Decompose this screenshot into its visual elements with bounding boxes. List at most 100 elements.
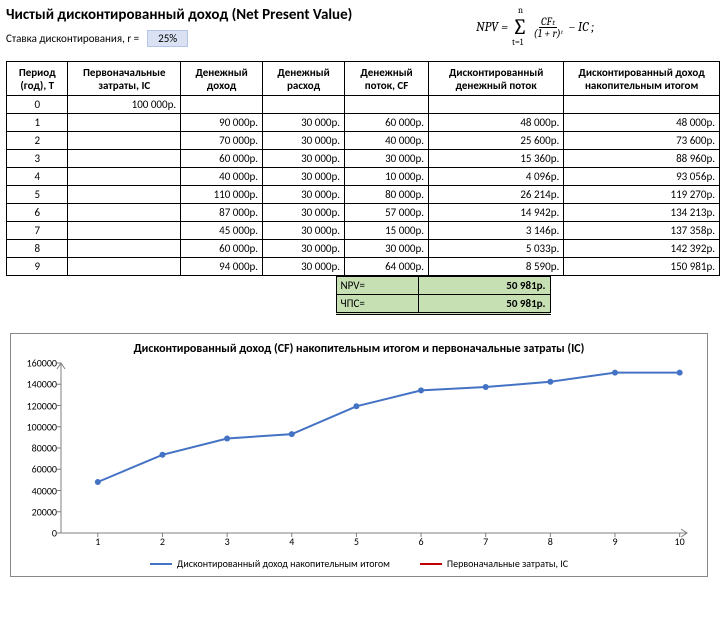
- x-tick-label: 2: [160, 535, 165, 548]
- y-tick-label: 100000: [27, 420, 57, 433]
- table-cell[interactable]: 4: [7, 168, 68, 186]
- table-cell[interactable]: 1: [7, 114, 68, 132]
- table-cell[interactable]: 30 000р.: [263, 150, 345, 168]
- table-cell[interactable]: 30 000р.: [263, 222, 345, 240]
- table-cell[interactable]: 73 600р.: [564, 132, 720, 150]
- table-cell[interactable]: [68, 240, 181, 258]
- table-row[interactable]: 2 70 000р.30 000р.40 000р.25 600р.73 600р…: [7, 132, 720, 150]
- table-cell[interactable]: 137 358р.: [564, 222, 720, 240]
- table-cell[interactable]: 15 360р.: [429, 150, 564, 168]
- table-cell[interactable]: 8 590р.: [429, 258, 564, 276]
- table-cell[interactable]: 134 213р.: [564, 204, 720, 222]
- table-cell[interactable]: 25 600р.: [429, 132, 564, 150]
- table-cell[interactable]: 142 392р.: [564, 240, 720, 258]
- table-cell[interactable]: 40 000р.: [345, 132, 429, 150]
- table-cell[interactable]: 94 000р.: [181, 258, 263, 276]
- y-tick-label: 80000: [32, 442, 57, 455]
- table-cell[interactable]: 7: [7, 222, 68, 240]
- table-row[interactable]: 6 87 000р.30 000р.57 000р.14 942р.134 213…: [7, 204, 720, 222]
- table-cell[interactable]: [429, 96, 564, 114]
- table-cell[interactable]: 30 000р.: [263, 114, 345, 132]
- table-cell[interactable]: 26 214р.: [429, 186, 564, 204]
- table-cell[interactable]: 150 981р.: [564, 258, 720, 276]
- table-row[interactable]: 190 000р.30 000р.60 000р.48 000р.48 000р…: [7, 114, 720, 132]
- table-cell[interactable]: [68, 222, 181, 240]
- table-cell[interactable]: 3 146р.: [429, 222, 564, 240]
- table-row[interactable]: 4 40 000р.30 000р.10 000р.4 096р.93 056р.: [7, 168, 720, 186]
- table-cell[interactable]: 5 033р.: [429, 240, 564, 258]
- table-cell[interactable]: [68, 150, 181, 168]
- table-row[interactable]: 5 110 000р.30 000р.80 000р.26 214р.119 27…: [7, 186, 720, 204]
- table-cell[interactable]: 10 000р.: [345, 168, 429, 186]
- col-header: Дисконтированный денежный поток: [429, 62, 564, 96]
- table-cell[interactable]: [68, 258, 181, 276]
- table-cell[interactable]: 100 000р.: [68, 96, 181, 114]
- table-cell[interactable]: 48 000р.: [429, 114, 564, 132]
- table-cell[interactable]: 88 960р.: [564, 150, 720, 168]
- table-cell[interactable]: 57 000р.: [345, 204, 429, 222]
- table-cell[interactable]: 45 000р.: [181, 222, 263, 240]
- table-cell[interactable]: 80 000р.: [345, 186, 429, 204]
- table-cell[interactable]: 70 000р.: [181, 132, 263, 150]
- table-row[interactable]: 360 000р.30 000р.30 000р.15 360р.88 960р…: [7, 150, 720, 168]
- table-row[interactable]: 7 45 000р.30 000р.15 000р.3 146р.137 358р…: [7, 222, 720, 240]
- table-cell[interactable]: 119 270р.: [564, 186, 720, 204]
- table-cell[interactable]: 2: [7, 132, 68, 150]
- table-cell[interactable]: 60 000р.: [345, 114, 429, 132]
- table-row[interactable]: 9 94 000р.30 000р.64 000р.8 590р.150 981р…: [7, 258, 720, 276]
- table-cell[interactable]: [263, 96, 345, 114]
- chart-marker: [418, 387, 424, 393]
- table-cell[interactable]: 4 096р.: [429, 168, 564, 186]
- table-row[interactable]: 0100 000р.: [7, 96, 720, 114]
- table-cell[interactable]: 87 000р.: [181, 204, 263, 222]
- summary-value: 50 981р.: [418, 295, 550, 314]
- table-cell[interactable]: [564, 96, 720, 114]
- summary-table: NPV=50 981р.ЧПС=50 981р.: [6, 276, 702, 315]
- npv-formula: NPV = ∑nt=1 CFₜ(1 + r)ᵗ − IC ;: [476, 14, 594, 40]
- table-cell[interactable]: 30 000р.: [263, 132, 345, 150]
- chart-marker: [483, 384, 489, 390]
- table-cell[interactable]: 30 000р.: [345, 150, 429, 168]
- table-cell[interactable]: 93 056р.: [564, 168, 720, 186]
- table-cell[interactable]: 30 000р.: [263, 168, 345, 186]
- x-tick-label: 7: [483, 535, 488, 548]
- table-cell[interactable]: 9: [7, 258, 68, 276]
- table-cell[interactable]: 3: [7, 150, 68, 168]
- table-cell[interactable]: 14 942р.: [429, 204, 564, 222]
- table-cell[interactable]: [345, 96, 429, 114]
- table-cell[interactable]: [68, 204, 181, 222]
- table-cell[interactable]: 30 000р.: [263, 204, 345, 222]
- table-cell[interactable]: 5: [7, 186, 68, 204]
- chart-title: Дисконтированный доход (CF) накопительны…: [21, 342, 697, 357]
- table-cell[interactable]: 30 000р.: [345, 240, 429, 258]
- table-cell[interactable]: 110 000р.: [181, 186, 263, 204]
- table-cell[interactable]: [68, 114, 181, 132]
- y-tick-label: 160000: [27, 357, 57, 370]
- table-cell[interactable]: [181, 96, 263, 114]
- table-cell[interactable]: [68, 168, 181, 186]
- table-cell[interactable]: [68, 132, 181, 150]
- table-cell[interactable]: 48 000р.: [564, 114, 720, 132]
- table-cell[interactable]: [68, 186, 181, 204]
- table-cell[interactable]: 6: [7, 204, 68, 222]
- col-header: Период (год), T: [7, 62, 68, 96]
- table-row[interactable]: 860 000р.30 000р.30 000р.5 033р.142 392р…: [7, 240, 720, 258]
- rate-value[interactable]: 25%: [147, 30, 188, 47]
- x-tick-label: 3: [225, 535, 230, 548]
- col-header: Денежный расход: [263, 62, 345, 96]
- table-cell[interactable]: 15 000р.: [345, 222, 429, 240]
- col-header: Первоначальные затраты, IC: [68, 62, 181, 96]
- table-cell[interactable]: 30 000р.: [263, 186, 345, 204]
- table-cell[interactable]: 60 000р.: [181, 150, 263, 168]
- table-cell[interactable]: 40 000р.: [181, 168, 263, 186]
- table-cell[interactable]: 8: [7, 240, 68, 258]
- table-cell[interactable]: 0: [7, 96, 68, 114]
- table-cell[interactable]: 60 000р.: [181, 240, 263, 258]
- x-tick-label: 8: [548, 535, 553, 548]
- table-cell[interactable]: 30 000р.: [263, 258, 345, 276]
- table-cell[interactable]: 64 000р.: [345, 258, 429, 276]
- table-cell[interactable]: 30 000р.: [263, 240, 345, 258]
- col-header: Денежный поток, CF: [345, 62, 429, 96]
- table-cell[interactable]: 90 000р.: [181, 114, 263, 132]
- legend-label: Первоначальные затраты, IC: [447, 557, 568, 570]
